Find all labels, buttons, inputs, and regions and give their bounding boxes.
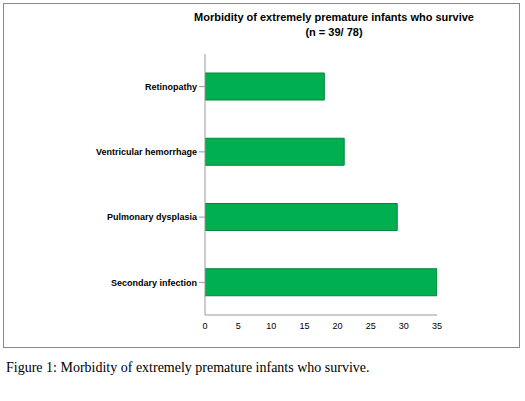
html-text:Morbidity of extremely prematu: Morbidity of extremely premature infants… — [194, 11, 474, 23]
svg-text:20: 20 — [333, 321, 343, 331]
svg-text:25: 25 — [366, 321, 376, 331]
svg-text:5: 5 — [236, 321, 241, 331]
html-text:Figure 1: Morbidity of extreme: Figure 1: Morbidity of extremely prematu… — [6, 360, 370, 375]
svg-text:30: 30 — [399, 321, 409, 331]
svg-text:0: 0 — [202, 321, 207, 331]
svg-text:15: 15 — [299, 321, 309, 331]
svg-text:Pulmonary dysplasia: Pulmonary dysplasia — [107, 212, 198, 222]
svg-text:10: 10 — [266, 321, 276, 331]
svg-text:Secondary infection: Secondary infection — [111, 278, 197, 288]
html-text:(n = 39/ 78): (n = 39/ 78) — [305, 26, 363, 38]
svg-text:Retinopathy: Retinopathy — [145, 82, 197, 92]
svg-text:35: 35 — [432, 321, 442, 331]
svg-text:Ventricular hemorrhage: Ventricular hemorrhage — [96, 147, 197, 157]
